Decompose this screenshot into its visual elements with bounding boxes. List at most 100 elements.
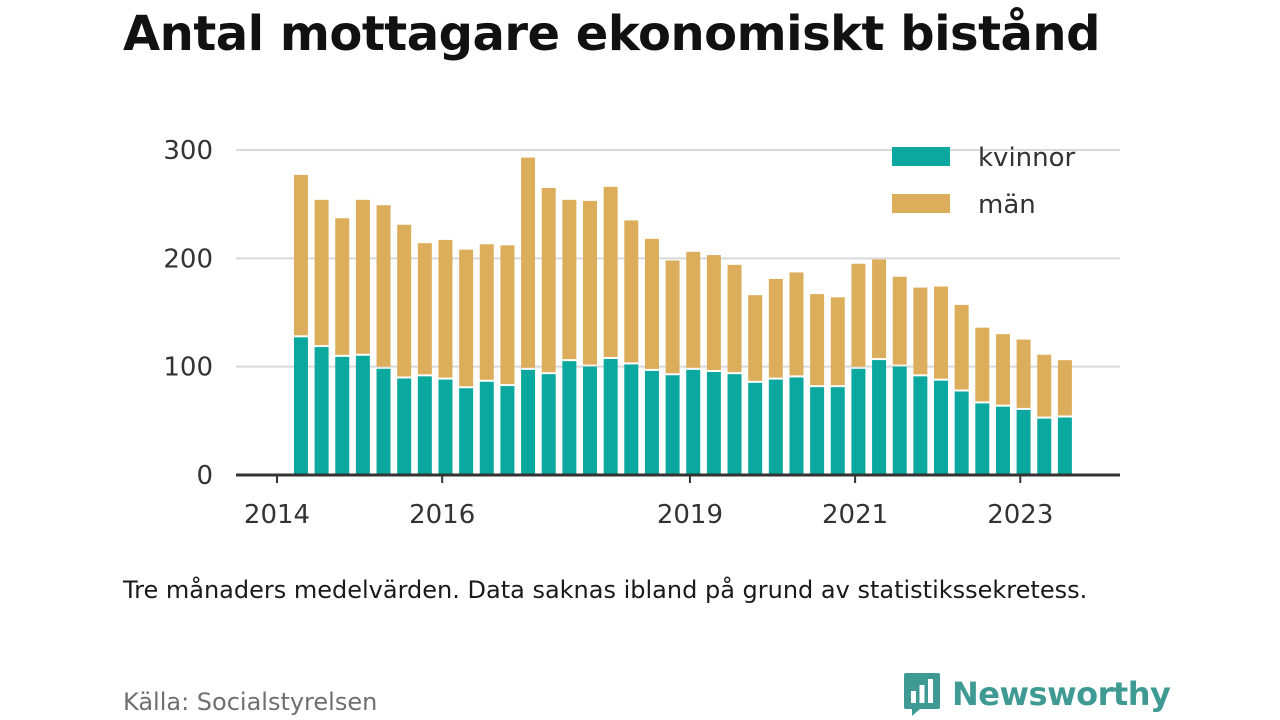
bar-man: [872, 259, 887, 359]
brand-name: Newsworthy: [952, 675, 1171, 713]
bar-kvinnor: [541, 374, 556, 475]
bar-kvinnor: [768, 379, 783, 475]
bar-man: [583, 200, 598, 365]
bar-kvinnor: [975, 403, 990, 475]
source-label: Källa: Socialstyrelsen: [123, 688, 378, 716]
bar-man: [995, 334, 1010, 405]
bar-kvinnor: [438, 379, 453, 475]
bar-man: [1037, 354, 1052, 417]
bars: [293, 157, 1072, 475]
bar-kvinnor: [562, 361, 577, 475]
bar-man: [293, 174, 308, 336]
bar-kvinnor: [954, 391, 969, 475]
x-tick-label: 2019: [657, 500, 723, 530]
bar-man: [686, 251, 701, 368]
legend-label-kvinnor: kvinnor: [978, 143, 1076, 173]
bar-man: [376, 205, 391, 367]
bar-man: [355, 199, 370, 354]
page-title: Antal mottagare ekonomiskt bistånd: [123, 6, 1100, 62]
bar-kvinnor: [686, 369, 701, 475]
bar-kvinnor: [810, 387, 825, 475]
y-tick-label: 200: [163, 244, 213, 274]
bar-kvinnor: [417, 376, 432, 475]
bar-man: [934, 286, 949, 379]
x-tick-label: 2023: [987, 500, 1053, 530]
bar-kvinnor: [459, 388, 474, 475]
bar-kvinnor: [748, 382, 763, 475]
bar-kvinnor: [727, 374, 742, 475]
brand-logo[interactable]: Newsworthy: [902, 670, 1171, 718]
bar-man: [417, 243, 432, 375]
bar-man: [479, 244, 494, 380]
bar-kvinnor: [624, 364, 639, 475]
bar-kvinnor: [830, 387, 845, 475]
bar-man: [954, 304, 969, 390]
bar-man: [851, 263, 866, 367]
bar-man: [768, 278, 783, 378]
bar-man: [665, 260, 680, 374]
bar-kvinnor: [293, 337, 308, 475]
bar-man: [706, 255, 721, 370]
bar-kvinnor: [892, 366, 907, 475]
bar-kvinnor: [355, 355, 370, 475]
newsworthy-logo-icon: [904, 673, 940, 716]
y-tick-label: 0: [196, 461, 213, 491]
bar-kvinnor: [706, 372, 721, 475]
bar-kvinnor: [521, 369, 536, 475]
bar-kvinnor: [603, 359, 618, 475]
bar-man: [644, 238, 659, 369]
bar-man: [810, 294, 825, 386]
bar-kvinnor: [335, 356, 350, 475]
stacked-bar-chart: 0 100 200 300 2014 2016 2019 2021 2023 kvinnor …: [163, 136, 1120, 530]
bar-man: [892, 276, 907, 365]
bar-man: [913, 287, 928, 375]
bar-kvinnor: [1037, 418, 1052, 475]
bar-man: [541, 187, 556, 373]
bar-man: [335, 218, 350, 355]
bar-man: [789, 272, 804, 376]
x-tick-label: 2021: [822, 500, 888, 530]
bar-kvinnor: [376, 368, 391, 475]
bar-man: [1057, 360, 1072, 416]
bar-man: [603, 186, 618, 357]
bar-kvinnor: [789, 377, 804, 475]
bar-man: [314, 199, 329, 346]
bar-kvinnor: [913, 376, 928, 475]
bar-man: [521, 157, 536, 368]
bar-kvinnor: [500, 386, 515, 475]
bar-kvinnor: [479, 381, 494, 475]
x-tick-label: 2016: [409, 500, 475, 530]
bar-man: [500, 245, 515, 385]
bar-kvinnor: [1057, 417, 1072, 475]
y-tick-label: 300: [163, 136, 213, 166]
legend-swatch-man: [892, 194, 950, 213]
bar-man: [1016, 339, 1031, 408]
bar-kvinnor: [583, 366, 598, 475]
bar-man: [624, 220, 639, 363]
y-tick-label: 100: [163, 353, 213, 383]
x-axis-ticks: 2014 2016 2019 2021 2023: [244, 475, 1053, 530]
bar-kvinnor: [314, 347, 329, 475]
bar-man: [830, 297, 845, 386]
legend-swatch-kvinnor: [892, 147, 950, 166]
bar-man: [459, 249, 474, 387]
bar-man: [748, 295, 763, 381]
bar-kvinnor: [1016, 409, 1031, 475]
chart-caption: Tre månaders medelvärden. Data saknas ib…: [123, 576, 1088, 604]
bar-kvinnor: [872, 360, 887, 475]
bar-man: [397, 224, 412, 377]
bar-kvinnor: [665, 375, 680, 475]
bar-kvinnor: [851, 368, 866, 475]
y-axis-ticks: 0 100 200 300: [163, 136, 213, 491]
x-tick-label: 2014: [244, 500, 310, 530]
legend-label-man: män: [978, 190, 1036, 220]
bar-kvinnor: [397, 378, 412, 475]
bar-man: [727, 264, 742, 373]
bar-kvinnor: [995, 406, 1010, 475]
bar-man: [975, 327, 990, 402]
bar-man: [438, 239, 453, 378]
bar-man: [562, 199, 577, 360]
bar-kvinnor: [934, 380, 949, 475]
legend: kvinnor män: [892, 143, 1076, 220]
bar-kvinnor: [644, 370, 659, 475]
